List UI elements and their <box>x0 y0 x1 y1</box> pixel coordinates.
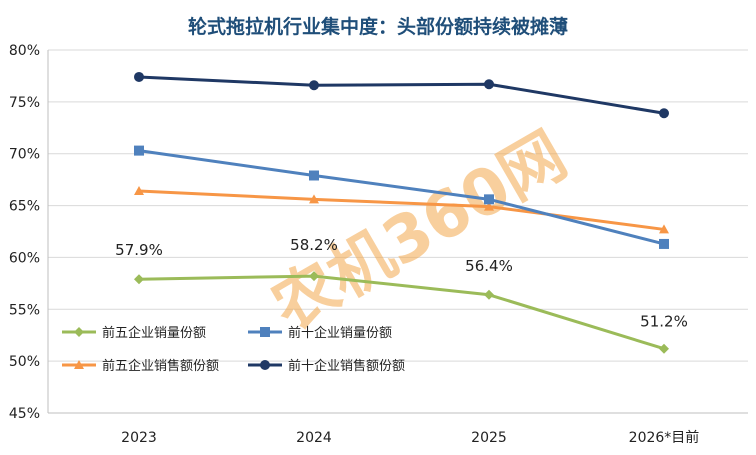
data-point <box>659 108 669 119</box>
legend-label: 前五企业销售额份额 <box>102 358 219 374</box>
legend-swatch-marker <box>74 327 84 337</box>
data-label: 57.9% <box>115 241 163 259</box>
data-label: 51.2% <box>640 313 688 331</box>
series-line <box>138 189 665 231</box>
legend-label: 前十企业销售额份额 <box>288 358 405 374</box>
series-4 <box>134 71 669 119</box>
data-point <box>134 145 144 156</box>
watermark-text: 农机360网 <box>260 118 579 345</box>
data-point <box>659 224 669 234</box>
legend-item: 前五企业销量份额 <box>62 325 206 341</box>
x-tick-label: 2026*目前 <box>629 429 700 446</box>
series-1 <box>134 271 669 354</box>
chart-title: 轮式拖拉机行业集中度：头部份额持续被摊薄 <box>188 15 568 38</box>
legend-label: 前五企业销量份额 <box>102 325 206 341</box>
legend-item: 前五企业销售额份额 <box>62 358 219 374</box>
data-point <box>134 274 144 285</box>
y-tick-label: 50% <box>9 354 40 370</box>
legend-swatch-marker <box>260 360 270 370</box>
series-line <box>138 274 665 351</box>
y-tick-label: 45% <box>9 406 40 422</box>
data-point <box>659 343 669 354</box>
y-tick-label: 80% <box>9 43 40 59</box>
x-tick-label: 2025 <box>471 430 507 446</box>
data-point <box>309 194 319 204</box>
x-axis-ticks: 2023 2024 2025 2026*目前 <box>121 429 699 446</box>
data-point <box>309 170 319 181</box>
y-tick-label: 55% <box>9 302 40 318</box>
data-point <box>484 194 494 205</box>
data-point <box>484 201 494 211</box>
series-line <box>138 149 665 246</box>
data-point <box>309 80 319 91</box>
legend-swatch-marker <box>260 327 270 337</box>
legend-swatch-marker <box>74 360 84 369</box>
series-line <box>138 75 665 115</box>
data-label: 58.2% <box>290 236 338 254</box>
legend-item: 前十企业销售额份额 <box>248 358 405 374</box>
data-point <box>484 79 494 90</box>
data-labels: 57.9% 58.2% 56.4% 51.2% <box>115 236 688 331</box>
series-2 <box>134 145 669 249</box>
legend-label: 前十企业销量份额 <box>288 325 392 341</box>
y-tick-label: 60% <box>9 250 40 266</box>
data-point <box>134 71 144 82</box>
data-label: 56.4% <box>465 257 513 275</box>
series-3 <box>134 186 669 234</box>
x-tick-label: 2023 <box>121 430 157 446</box>
data-point <box>134 186 144 196</box>
y-tick-label: 65% <box>9 199 40 215</box>
y-tick-label: 75% <box>9 95 40 111</box>
y-axis-ticks: 45% 50% 55% 60% 65% 70% 75% 80% <box>9 43 40 422</box>
series-group <box>134 71 669 354</box>
y-tick-label: 70% <box>9 147 40 163</box>
data-point <box>659 238 669 249</box>
data-point <box>309 271 319 282</box>
legend-item: 前十企业销量份额 <box>248 325 392 341</box>
data-point <box>484 289 494 300</box>
axes <box>47 50 748 414</box>
x-tick-label: 2024 <box>296 430 332 446</box>
